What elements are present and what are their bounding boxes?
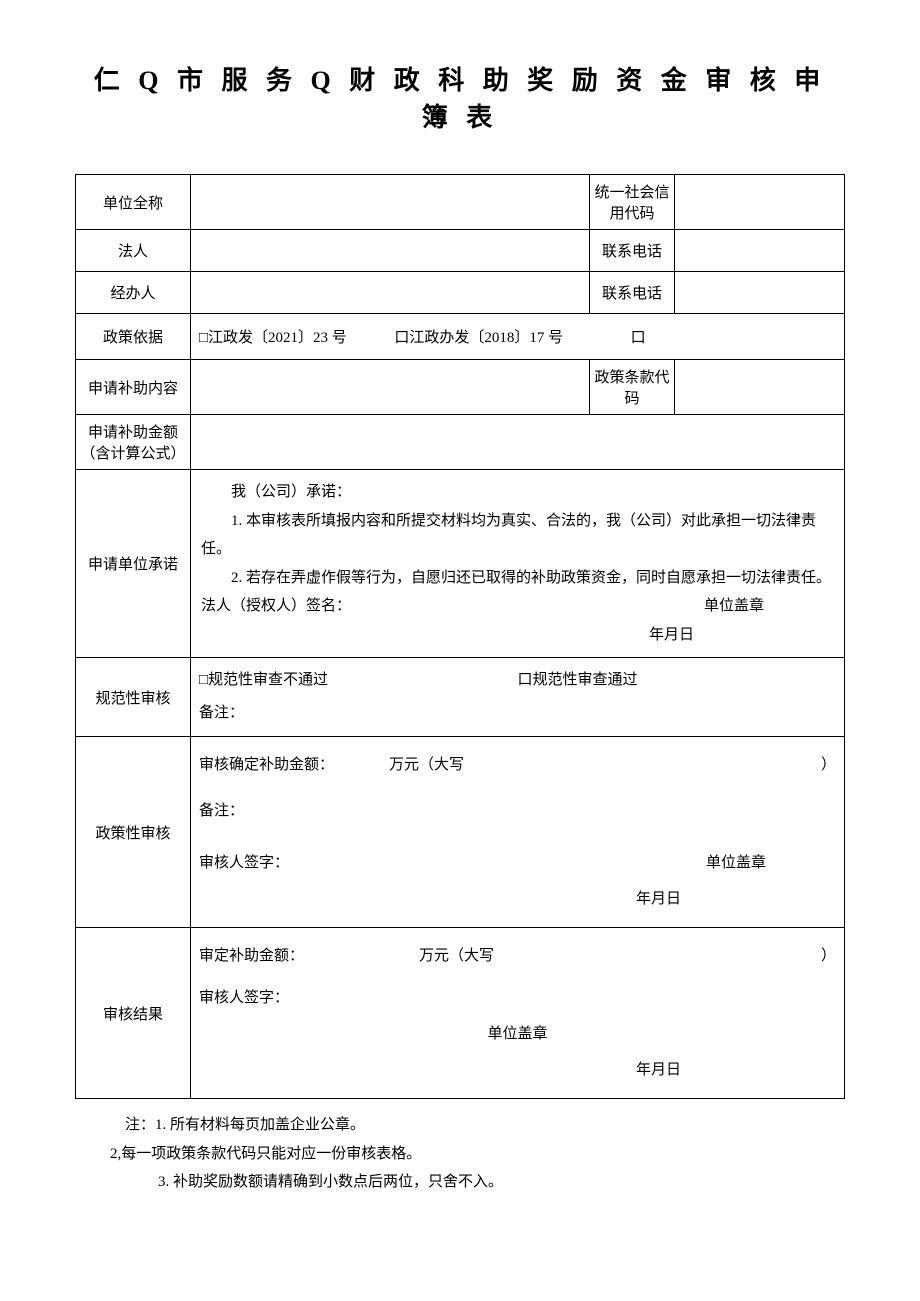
value-unit-commitment: 我（公司）承诺： 1. 本审核表所填报内容和所提交材料均为真实、合法的，我（公司… (191, 470, 845, 658)
policy-seal: 单位盖章 (636, 845, 836, 881)
label-handler: 经办人 (76, 272, 191, 314)
result-amount-label: 审定补助金额： (199, 938, 419, 974)
note-3: 3. 补助奖励数额请精确到小数点后两位，只舍不入。 (125, 1168, 845, 1197)
value-policy-review: 审核确定补助金额： 万元（大写 ） 备注： 审核人签字： 单位盖章 年月日 (191, 737, 845, 928)
spec-remark: 备注： (199, 697, 836, 730)
policy-reviewer: 审核人签字： (199, 845, 289, 881)
policy-unit-label: 万元（大写 (389, 747, 821, 783)
label-unit-commitment: 申请单位承诺 (76, 470, 191, 658)
note-1: 注：1. 所有材料每页加盖企业公章。 (125, 1111, 845, 1140)
commitment-sign-label: 法人（授权人）签名： (201, 592, 351, 621)
policy-opt3: 口 (631, 330, 646, 346)
policy-opt1: □江政发〔2021〕23 号 (199, 330, 347, 346)
commitment-item2: 2. 若存在弄虚作假等行为，自愿归还已取得的补助政策资金，同时自愿承担一切法律责… (201, 564, 834, 593)
result-date: 年月日 (199, 1052, 836, 1088)
commitment-seal-label: 单位盖章 (634, 592, 834, 621)
label-subsidy-content: 申请补助内容 (76, 360, 191, 415)
value-subsidy-amount (191, 415, 845, 470)
note-2: 2,每一项政策条款代码只能对应一份审核表格。 (125, 1140, 845, 1169)
label-spec-review: 规范性审核 (76, 658, 191, 737)
spec-pass: 口规范性审查通过 (518, 664, 837, 697)
label-contact-phone-2: 联系电话 (590, 272, 675, 314)
value-spec-review: □规范性审查不通过 口规范性审查通过 备注： (191, 658, 845, 737)
value-contact-phone-1 (675, 230, 845, 272)
result-reviewer: 审核人签字： (199, 980, 836, 1016)
label-policy-review: 政策性审核 (76, 737, 191, 928)
value-contact-phone-2 (675, 272, 845, 314)
policy-close-paren: ） (821, 747, 836, 783)
label-contact-phone-1: 联系电话 (590, 230, 675, 272)
label-policy-basis: 政策依据 (76, 314, 191, 360)
commitment-date: 年月日 (201, 621, 834, 650)
policy-remark: 备注： (199, 793, 836, 829)
label-unit-name: 单位全称 (76, 175, 191, 230)
policy-amount-label: 审核确定补助金额： (199, 747, 389, 783)
label-subsidy-amount: 申请补助金额（含计算公式） (76, 415, 191, 470)
result-unit-label: 万元（大写 (419, 938, 821, 974)
value-policy-basis: □江政发〔2021〕23 号 口江政办发〔2018〕17 号 口 (191, 314, 845, 360)
value-policy-code (675, 360, 845, 415)
value-review-result: 审定补助金额： 万元（大写 ） 审核人签字： 单位盖章 年月日 (191, 928, 845, 1099)
spec-fail: □规范性审查不通过 (199, 664, 518, 697)
label-uscc: 统一社会信用代码 (590, 175, 675, 230)
label-review-result: 审核结果 (76, 928, 191, 1099)
value-legal-person (191, 230, 590, 272)
policy-date: 年月日 (199, 881, 836, 917)
main-table: 单位全称 统一社会信用代码 法人 联系电话 经办人 联系电话 政策依据 □江政发… (75, 174, 845, 1099)
result-close-paren: ） (821, 938, 836, 974)
value-handler (191, 272, 590, 314)
commitment-intro: 我（公司）承诺： (201, 478, 834, 507)
page-title: 仁 Q 市 服 务 Q 财 政 科 助 奖 励 资 金 审 核 申 簿 表 (75, 60, 845, 134)
notes-section: 注：1. 所有材料每页加盖企业公章。 2,每一项政策条款代码只能对应一份审核表格… (75, 1111, 845, 1197)
value-unit-name (191, 175, 590, 230)
result-seal: 单位盖章 (199, 1016, 836, 1052)
value-uscc (675, 175, 845, 230)
commitment-item1: 1. 本审核表所填报内容和所提交材料均为真实、合法的，我（公司）对此承担一切法律… (201, 507, 834, 564)
policy-opt2: 口江政办发〔2018〕17 号 (394, 330, 563, 346)
label-policy-code: 政策条款代码 (590, 360, 675, 415)
value-subsidy-content (191, 360, 590, 415)
label-legal-person: 法人 (76, 230, 191, 272)
